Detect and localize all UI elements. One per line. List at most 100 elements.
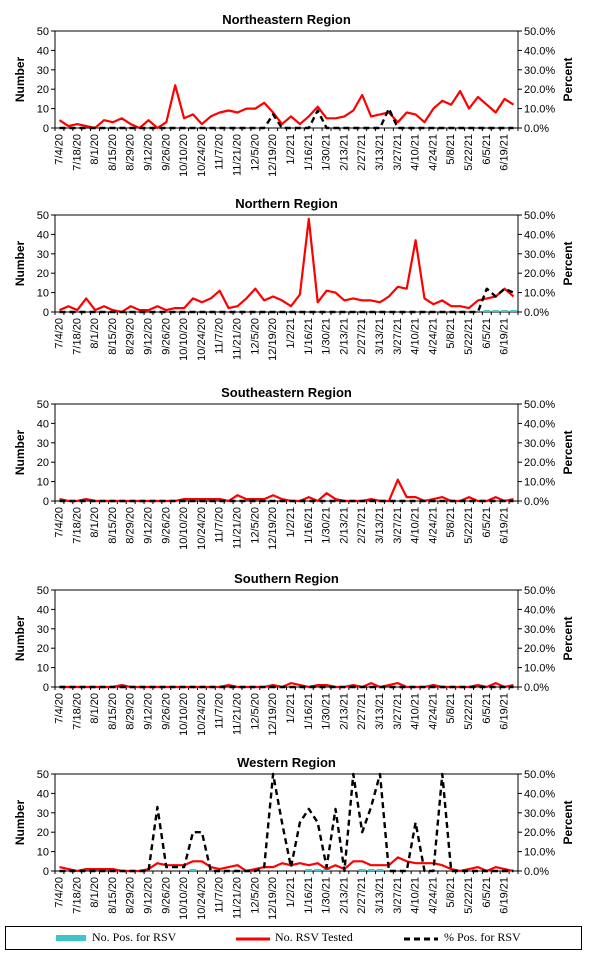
western-regionx-tick-label: 8/15/20 bbox=[107, 877, 119, 914]
southern-regionx-tick-label: 7/4/20 bbox=[53, 693, 65, 724]
northeastern-regionx-tick-label: 11/7/20 bbox=[214, 134, 226, 170]
northern-regiony2-axis-label: Percent bbox=[561, 241, 575, 285]
southern-regionx-tick-label: 1/2/21 bbox=[285, 693, 297, 724]
southern-regionx-tick-label: 2/13/21 bbox=[338, 693, 350, 730]
southern-regiony-tick-label: 50 bbox=[37, 585, 49, 597]
southern-regionx-tick-label: 12/5/20 bbox=[249, 693, 261, 730]
northeastern-regiony2-tick-label: 50.0% bbox=[524, 26, 555, 38]
northeastern-regionx-tick-label: 5/8/21 bbox=[445, 134, 457, 165]
western-regionx-tick-label: 8/1/20 bbox=[89, 877, 101, 908]
southeastern-regionx-tick-label: 5/8/21 bbox=[445, 507, 457, 538]
northeastern-regiony2-axis-label: Percent bbox=[561, 57, 575, 101]
northern-regionpositive-bar bbox=[492, 310, 500, 312]
southeastern-regiony2-tick-label: 20.0% bbox=[524, 457, 555, 469]
northeastern-regionx-tick-label: 9/26/20 bbox=[160, 134, 172, 171]
southern-regionx-tick-label: 1/16/21 bbox=[303, 693, 315, 730]
western-regionpercent-line bbox=[59, 772, 514, 873]
western-regionx-tick-label: 12/5/20 bbox=[249, 877, 261, 914]
northeastern-regiony-tick-label: 10 bbox=[37, 104, 49, 116]
southeastern-regiony-tick-label: 40 bbox=[37, 418, 49, 430]
northern-regionx-tick-label: 3/27/21 bbox=[392, 318, 404, 355]
western-regiony2-tick-label: 50.0% bbox=[524, 769, 555, 781]
northern-regionx-tick-label: 9/12/20 bbox=[142, 318, 154, 355]
northeastern-regionx-tick-label: 7/18/20 bbox=[71, 134, 83, 171]
southeastern-regionx-tick-label: 11/7/20 bbox=[214, 507, 226, 543]
southeastern-regionx-tick-label: 8/1/20 bbox=[89, 507, 101, 538]
southern-regionx-tick-label: 3/27/21 bbox=[392, 693, 404, 730]
northeastern-regionpercent-line bbox=[59, 107, 514, 130]
northern-regionx-tick-label: 1/30/21 bbox=[321, 318, 333, 355]
southeastern-regiony-tick-label: 50 bbox=[37, 399, 49, 411]
southeastern-regiony-tick-label: 0 bbox=[43, 496, 49, 508]
northeastern-regionx-tick-label: 12/5/20 bbox=[249, 134, 261, 171]
northern-regionx-tick-label: 12/19/20 bbox=[267, 318, 279, 361]
western-regionx-tick-label: 10/24/20 bbox=[196, 877, 208, 920]
northern-regionx-tick-label: 5/22/21 bbox=[463, 318, 475, 355]
northeastern-regiontitle: Northeastern Region bbox=[222, 12, 351, 27]
southern-regionx-tick-label: 8/29/20 bbox=[125, 693, 137, 730]
western-regionpositive-bar bbox=[189, 869, 197, 871]
northeastern-regionx-tick-label: 2/27/21 bbox=[356, 134, 368, 171]
northeastern-regionx-tick-label: 9/12/20 bbox=[142, 134, 154, 171]
southern-regionx-tick-label: 7/18/20 bbox=[71, 693, 83, 730]
northern-regionx-tick-label: 2/13/21 bbox=[338, 318, 350, 355]
northeastern-regiony2-tick-label: 40.0% bbox=[524, 45, 555, 57]
southern-regionx-tick-label: 11/21/20 bbox=[232, 693, 244, 735]
southern-regionx-tick-label: 4/10/21 bbox=[410, 693, 422, 730]
northern-regionx-tick-label: 7/18/20 bbox=[71, 318, 83, 355]
western-regionx-tick-label: 2/13/21 bbox=[338, 877, 350, 914]
northeastern-regionx-tick-label: 4/24/21 bbox=[427, 134, 439, 171]
southern-regionx-tick-label: 1/30/21 bbox=[321, 693, 333, 730]
southeastern-regiony-axis-label: Number bbox=[13, 430, 27, 476]
northeastern-regionx-tick-label: 11/21/20 bbox=[232, 134, 244, 176]
northeastern-regionx-tick-label: 2/13/21 bbox=[338, 134, 350, 171]
southern-regionx-tick-label: 10/24/20 bbox=[196, 693, 208, 736]
northeastern-regionx-tick-label: 7/4/20 bbox=[53, 134, 65, 165]
southeastern-regiony-tick-label: 30 bbox=[37, 438, 49, 450]
western-regiony-tick-label: 30 bbox=[37, 808, 49, 820]
western-regionx-tick-label: 1/2/21 bbox=[285, 877, 297, 908]
southern-regionx-tick-label: 6/19/21 bbox=[499, 693, 511, 730]
southeastern-regionx-tick-label: 6/19/21 bbox=[499, 507, 511, 544]
southern-regiony-axis-label: Number bbox=[13, 616, 27, 662]
western-regiony2-tick-label: 0.0% bbox=[524, 866, 549, 878]
southeastern-regionx-tick-label: 4/24/21 bbox=[427, 507, 439, 544]
northeastern-regiony-tick-label: 20 bbox=[37, 84, 49, 96]
southeastern-regiony2-tick-label: 0.0% bbox=[524, 496, 549, 508]
southern-regionplot-frame bbox=[54, 589, 519, 688]
northeastern-regiontested-line bbox=[58, 84, 515, 130]
western-regionx-tick-label: 9/12/20 bbox=[142, 877, 154, 914]
southeastern-regiontested-line bbox=[59, 478, 514, 503]
western-regionx-tick-label: 1/16/21 bbox=[303, 877, 315, 914]
southeastern-regionx-tick-label: 7/4/20 bbox=[53, 507, 65, 538]
southeastern-regiony2-tick-label: 40.0% bbox=[524, 418, 555, 430]
southeastern-regionx-tick-label: 8/15/20 bbox=[107, 507, 119, 544]
southeastern-regionx-tick-label: 3/27/21 bbox=[392, 507, 404, 544]
northern-regionpositive-bar bbox=[510, 310, 517, 312]
southern-regiony2-tick-label: 10.0% bbox=[524, 663, 555, 675]
western-regionx-tick-label: 6/5/21 bbox=[481, 877, 493, 908]
northern-regionx-tick-label: 7/4/20 bbox=[53, 318, 65, 349]
southeastern-regionx-tick-label: 2/27/21 bbox=[356, 507, 368, 544]
northeastern-regionx-tick-label: 1/2/21 bbox=[285, 134, 297, 165]
northern-regionx-tick-label: 5/8/21 bbox=[445, 318, 457, 349]
northern-regionx-tick-label: 4/24/21 bbox=[427, 318, 439, 355]
northeastern-regionx-tick-label: 10/10/20 bbox=[178, 134, 190, 177]
northern-regiony2-tick-label: 30.0% bbox=[524, 249, 555, 261]
northeastern-regionx-tick-label: 1/30/21 bbox=[321, 134, 333, 171]
western-regionx-tick-label: 11/7/20 bbox=[214, 877, 226, 913]
southeastern-regiony-tick-label: 10 bbox=[37, 477, 49, 489]
southeastern-regionx-tick-label: 7/18/20 bbox=[71, 507, 83, 544]
northern-regiony-tick-label: 30 bbox=[37, 249, 49, 261]
southern-regiony2-tick-label: 0.0% bbox=[524, 682, 549, 694]
western-regionpositive-bar bbox=[367, 869, 375, 871]
southeastern-regionx-tick-label: 12/19/20 bbox=[267, 507, 279, 550]
northern-regionx-tick-label: 6/19/21 bbox=[499, 318, 511, 355]
northern-regionx-tick-label: 12/5/20 bbox=[249, 318, 261, 355]
northeastern-regionx-tick-label: 1/16/21 bbox=[303, 134, 315, 171]
southern-regionx-tick-label: 2/27/21 bbox=[356, 693, 368, 730]
western-regionx-tick-label: 8/29/20 bbox=[125, 877, 137, 914]
southeastern-regiontitle: Southeastern Region bbox=[221, 385, 352, 400]
western-regionx-tick-label: 3/13/21 bbox=[374, 877, 386, 914]
southern-regionx-tick-label: 5/22/21 bbox=[463, 693, 475, 730]
